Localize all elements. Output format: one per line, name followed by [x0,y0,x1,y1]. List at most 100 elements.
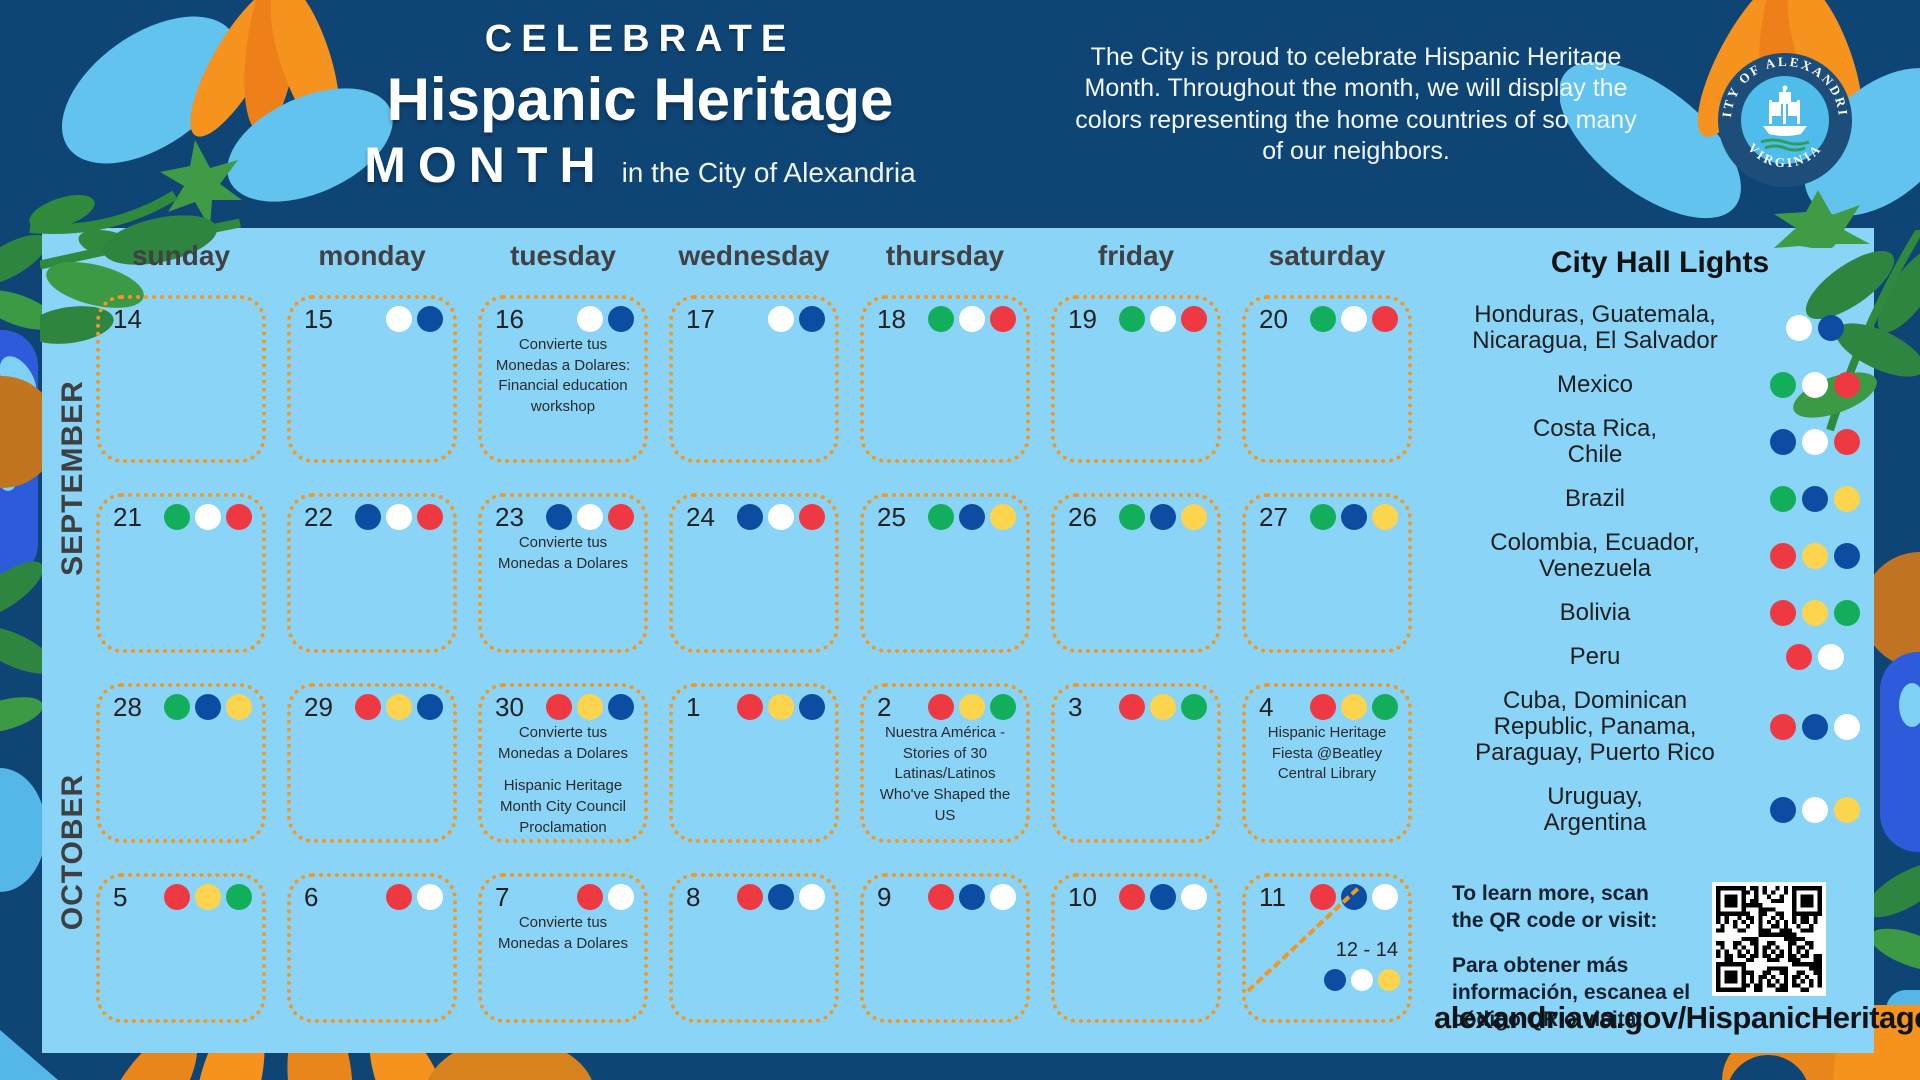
title-suffix: in the City of Alexandria [621,157,916,188]
weekday-header-sunday: sunday [131,240,231,271]
day-number: 24 [686,502,715,532]
day-number: 21 [113,502,142,532]
country-color-dot-white [799,884,825,910]
day-dots [928,884,1016,910]
legend-country-line: Colombia, Ecuador, [1490,529,1700,556]
country-color-dot-yellow [990,504,1016,530]
day-dots [928,694,1016,720]
calendar-panel [42,228,1874,1053]
country-color-dot-red [386,884,412,910]
legend-row: Uruguay, Argentina [1440,784,1880,836]
country-color-dot-blue [959,504,985,530]
day-dots [1119,504,1207,530]
day-dots [164,694,252,720]
country-color-dot-blue [959,884,985,910]
day-number: 17 [686,304,715,334]
country-color-dot-red [928,884,954,910]
legend-country-line: Brazil [1564,485,1625,512]
country-color-dot-red [1834,372,1860,398]
day-events: Convierte tus Monedas a Dolares [482,913,644,954]
country-color-dot-blue [1770,797,1796,823]
weekday-header-saturday: saturday [1268,240,1386,271]
country-color-dot-yellow [1372,504,1398,530]
country-color-dot-green [164,504,190,530]
country-color-dot-blue [737,504,763,530]
weekday-header-tuesday: tuesday [510,240,616,271]
learn-more-english: To learn more, scan the QR code or visit: [1452,880,1712,934]
country-color-dot-blue [1802,714,1828,740]
country-color-dot-red [1119,694,1145,720]
day-number: 29 [304,692,333,722]
day-events: Convierte tus Monedas a Dolares: Financi… [482,335,644,418]
country-color-dot-white [1372,884,1398,910]
country-color-dot-green [164,694,190,720]
country-color-dot-red [577,884,603,910]
day-number: 27 [1259,502,1288,532]
calendar-day-cell-5: 5 [96,873,266,1023]
legend-country-line: Costa Rica, [1532,415,1658,442]
event-label: Convierte tus Monedas a Dolares [497,914,629,952]
country-color-dot-red [226,504,252,530]
country-color-dot-yellow [1378,969,1400,991]
country-color-dot-red [546,694,572,720]
country-color-dot-yellow [1150,694,1176,720]
day-dots [546,694,634,720]
day-number: 22 [304,502,333,532]
legend-row: Colombia, Ecuador, Venezuela [1440,530,1880,582]
footer-line: información, escanea el [1452,981,1691,1004]
country-color-dot-white [417,884,443,910]
legend-color-dots [1750,486,1880,512]
country-color-dot-red [1310,694,1336,720]
calendar-day-cell-7: 7 Convierte tus Monedas a Dolares [478,873,648,1023]
country-color-dot-red [1372,306,1398,332]
country-color-dot-blue [355,504,381,530]
country-color-dot-white [608,884,634,910]
legend-color-dots [1750,429,1880,455]
country-color-dot-white [386,504,412,530]
country-color-dot-white [1802,372,1828,398]
legend-country-line: Cuba, Dominican [1502,687,1688,714]
legend-country-names: Mexico [1440,372,1750,398]
calendar-day-cell-3: 3 [1051,683,1221,843]
legend-country-names: Honduras, Guatemala, Nicaragua, El Salvad… [1440,302,1750,354]
country-color-dot-yellow [195,884,221,910]
weekday-header-thursday: thursday [885,240,1005,271]
learn-more-spanish: Para obtener más información, escanea el c… [1452,952,1712,1033]
legend-color-dots [1750,543,1880,569]
weekday-header-monday: monday [318,240,426,271]
legend-color-dots [1750,644,1880,670]
legend-entries: Honduras, Guatemala, Nicaragua, El Salvad… [1440,302,1880,836]
footer-line: To learn more, scan [1452,882,1649,905]
calendar-day-cell-8: 8 [669,873,839,1023]
country-color-dot-blue [1150,884,1176,910]
calendar-day-cell-6: 6 [287,873,457,1023]
country-color-dot-red [1770,714,1796,740]
day-dots [1310,504,1398,530]
country-color-dot-white [768,306,794,332]
day-dots [1310,306,1398,332]
day-events: Convierte tus Monedas a Dolares Hispanic … [482,723,644,838]
country-color-dot-red [417,504,443,530]
calendar-day-cell-18: 18 [860,295,1030,463]
day-number: 14 [113,304,142,334]
calendar-day-cell-11: 11 12 - 14 [1242,873,1412,1023]
intro-paragraph: The City is proud to celebrate Hispanic … [1075,43,1637,165]
month-label-october: OCTOBER [56,773,89,931]
day-dots [164,884,252,910]
weekday-header-wednesday: wednesday [678,240,830,271]
country-color-dot-white [577,504,603,530]
day-number: 28 [113,692,142,722]
country-color-dot-blue [768,884,794,910]
country-color-dot-blue [799,306,825,332]
event-label: Convierte tus Monedas a Dolares [497,724,629,762]
country-color-dot-blue [1770,429,1796,455]
calendar-day-cell-21: 21 [96,493,266,653]
day-number: 26 [1068,502,1097,532]
legend-row: Cuba, Dominican Republic, Panama, Paraguay… [1440,688,1880,766]
day-dots [1119,884,1207,910]
country-color-dot-red [1181,306,1207,332]
legend-country-line: Bolivia [1559,599,1631,626]
day-number: 16 [495,304,524,334]
country-color-dot-white [1818,644,1844,670]
